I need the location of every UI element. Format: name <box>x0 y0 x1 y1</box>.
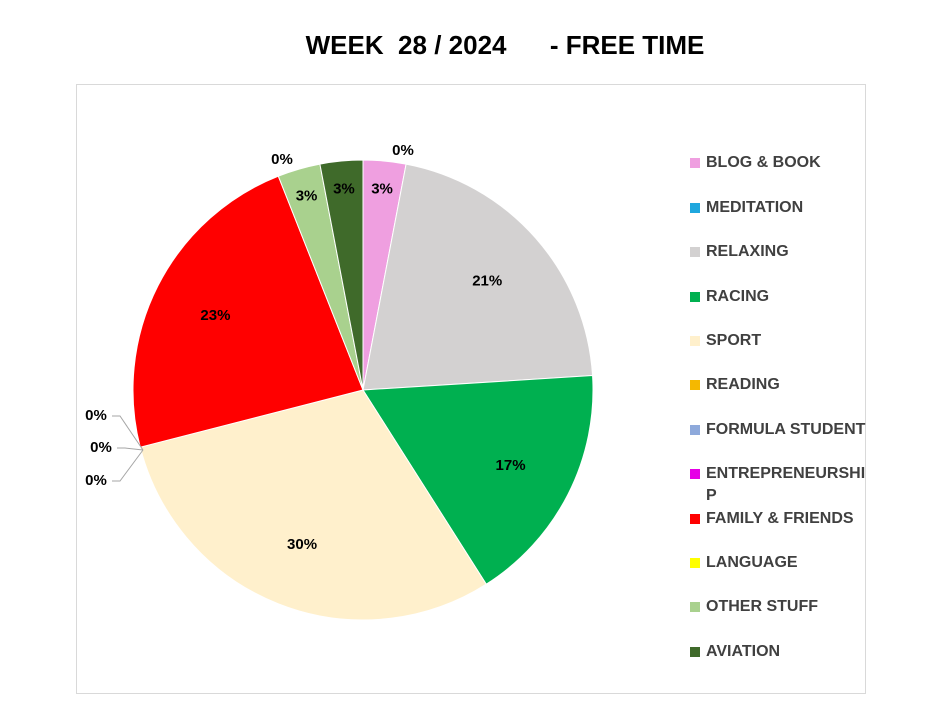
legend-label: SPORT <box>706 332 762 349</box>
legend-item-aviation: AVIATION <box>690 641 890 663</box>
legend-swatch <box>690 158 700 168</box>
leader-line-entrepreneurship <box>112 449 144 482</box>
legend-item-entrepreneurship: ENTREPRENEURSHIP <box>690 463 890 507</box>
legend-label: BLOG & BOOK <box>706 154 821 171</box>
legend-item-blog-book: BLOG & BOOK <box>690 152 890 174</box>
data-label-entrepreneurship: 0% <box>85 472 107 489</box>
legend-label: OTHER STUFF <box>706 598 818 615</box>
legend-swatch <box>690 469 700 479</box>
legend-swatch <box>690 514 700 524</box>
legend-swatch <box>690 247 700 257</box>
legend-swatch <box>690 602 700 612</box>
data-label-reading: 0% <box>85 407 107 424</box>
legend-swatch <box>690 558 700 568</box>
legend-swatch <box>690 203 700 213</box>
legend-swatch <box>690 380 700 390</box>
data-label-language: 0% <box>271 151 293 168</box>
chart-area-frame <box>76 84 866 694</box>
pie-slice-aviation <box>319 159 364 391</box>
legend-label: AVIATION <box>706 643 781 660</box>
data-label-meditation: 0% <box>392 142 414 159</box>
legend-label: RACING <box>706 288 770 305</box>
data-label-formula-student: 0% <box>90 439 112 456</box>
legend-item-family-friends: FAMILY & FRIENDS <box>690 508 890 530</box>
chart-title: WEEK 28 / 2024 - FREE TIME <box>305 30 705 60</box>
data-label-relaxing: 21% <box>472 272 502 289</box>
legend-label: MEDITATION <box>706 199 804 216</box>
legend-item-racing: RACING <box>690 286 890 308</box>
legend-label: ENTREPRENEURSHIP <box>706 465 866 504</box>
legend-item-other-stuff: OTHER STUFF <box>690 596 890 618</box>
data-label-racing: 17% <box>496 457 526 474</box>
legend-item-formula-student: FORMULA STUDENT <box>690 419 890 441</box>
legend-label: FAMILY & FRIENDS <box>706 510 854 527</box>
pie-slice-racing <box>362 375 594 585</box>
legend-swatch <box>690 292 700 302</box>
legend-label: FORMULA STUDENT <box>706 421 866 438</box>
legend-swatch <box>690 647 700 657</box>
legend-item-reading: READING <box>690 374 890 396</box>
legend-label: RELAXING <box>706 243 789 260</box>
legend-item-relaxing: RELAXING <box>690 241 890 263</box>
leader-line-formula-student <box>117 447 144 451</box>
pie-slice-family-friends <box>132 175 364 448</box>
legend-swatch <box>690 336 700 346</box>
data-label-sport: 30% <box>287 536 317 553</box>
pie-slice-sport <box>139 389 487 621</box>
data-label-aviation: 3% <box>333 180 355 197</box>
legend-item-language: LANGUAGE <box>690 552 890 574</box>
data-label-blog-book: 3% <box>371 180 393 197</box>
data-label-other-stuff: 3% <box>296 188 318 205</box>
legend-label: LANGUAGE <box>706 554 798 571</box>
legend-label: READING <box>706 376 780 393</box>
legend-item-sport: SPORT <box>690 330 890 352</box>
data-label-family-friends: 23% <box>200 307 230 324</box>
leader-line-reading <box>112 415 144 451</box>
pie-slice-relaxing <box>362 163 594 391</box>
legend-swatch <box>690 425 700 435</box>
legend-item-meditation: MEDITATION <box>690 197 890 219</box>
